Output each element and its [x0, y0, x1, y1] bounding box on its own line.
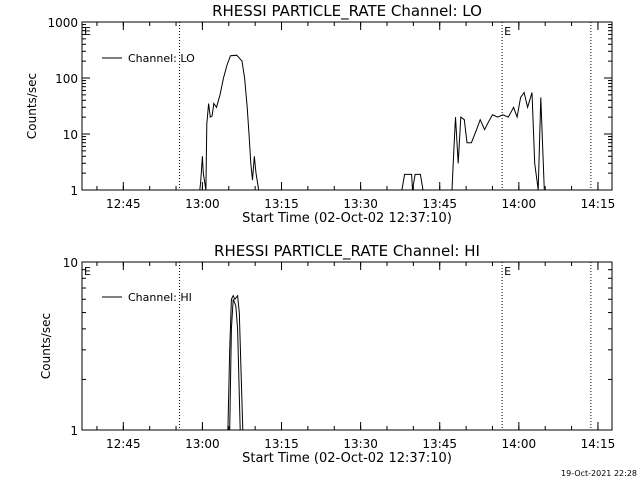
x-axis-label: Start Time (02-Oct-02 12:37:10)	[242, 451, 452, 466]
series-line-channel-lo	[451, 91, 545, 191]
x-tick-label: 12:45	[106, 437, 141, 451]
x-tick-label: 13:15	[264, 437, 299, 451]
x-tick-label: 13:00	[185, 437, 220, 451]
y-axis-label: Counts/sec	[25, 73, 39, 139]
y-axis-label: Counts/sec	[39, 313, 53, 379]
footer-timestamp: 19-Oct-2021 22:28	[561, 469, 637, 478]
x-tick-label: 14:00	[502, 197, 537, 211]
y-tick-label: 10	[63, 128, 78, 142]
chart-title: RHESSI PARTICLE_RATE Channel: HI	[214, 242, 480, 261]
series-line-channel-hi	[229, 299, 241, 431]
x-tick-label: 14:15	[581, 437, 616, 451]
series-line-channel-hi	[227, 294, 244, 431]
marker-flag-label: E	[504, 265, 511, 278]
x-tick-label: 13:00	[185, 197, 220, 211]
legend-label: Channel: LO	[128, 52, 195, 65]
panel-hi: RHESSI PARTICLE_RATE Channel: HI 12:45 13:…	[39, 242, 615, 466]
y-tick-label: 1000	[47, 16, 78, 30]
chart-title: RHESSI PARTICLE_RATE Channel: LO	[212, 2, 482, 21]
y-tick-label: 10	[63, 256, 78, 270]
marker-flag-label: E	[84, 265, 91, 278]
marker-flag-label: E	[84, 25, 91, 38]
x-tick-label: 13:45	[422, 197, 457, 211]
x-tick-label: 13:15	[264, 197, 299, 211]
y-tick-label: 1	[70, 424, 78, 438]
x-axis-label: Start Time (02-Oct-02 12:37:10)	[242, 211, 452, 226]
y-tick-label: 100	[55, 72, 78, 86]
panel-lo: RHESSI PARTICLE_RATE Channel: LO 12:45 13:…	[25, 2, 615, 226]
series-line-channel-lo	[401, 173, 424, 191]
x-tick-label: 13:30	[343, 437, 378, 451]
x-tick-label: 14:00	[502, 437, 537, 451]
x-tick-label: 14:15	[581, 197, 616, 211]
series-line-channel-lo	[199, 54, 260, 191]
x-tick-label: 13:45	[422, 437, 457, 451]
plot-frame	[81, 261, 613, 431]
plot-frame	[81, 21, 613, 191]
x-tick-label: 13:30	[343, 197, 378, 211]
y-tick-label: 1	[70, 184, 78, 198]
legend-label: Channel: HI	[128, 291, 192, 304]
x-tick-label: 12:45	[106, 197, 141, 211]
marker-flag-label: E	[504, 25, 511, 38]
